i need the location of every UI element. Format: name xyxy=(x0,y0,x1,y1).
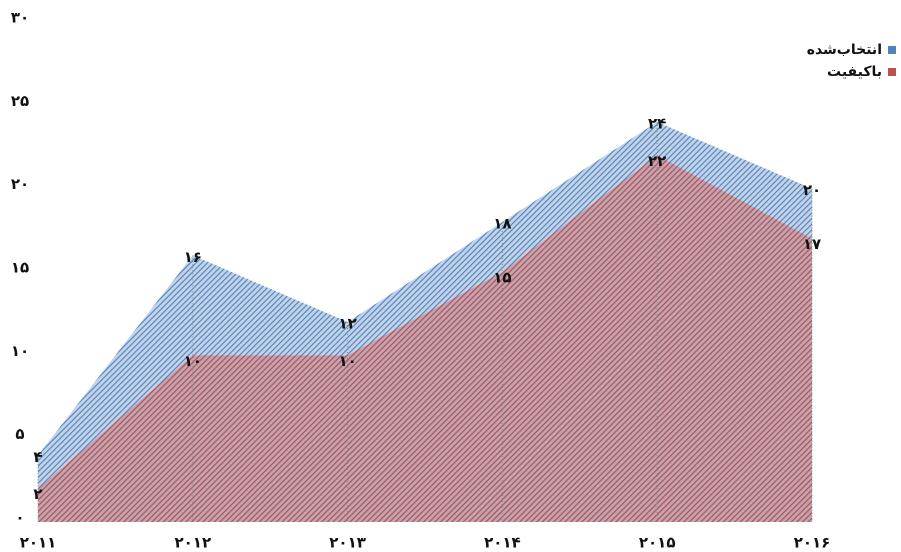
data-label: ۴ xyxy=(33,448,42,466)
x-tick-label: ۲۰۱۴ xyxy=(484,534,521,552)
y-tick-label: ۳۰ xyxy=(11,9,29,27)
data-label: ۲۰ xyxy=(803,181,821,199)
legend-label: انتخاب‌شده xyxy=(807,42,882,58)
data-label: ۲۴ xyxy=(648,115,666,133)
y-tick-label: ۵ xyxy=(15,425,24,443)
legend-swatch xyxy=(888,68,896,76)
y-tick-label: ۱۰ xyxy=(11,342,29,360)
x-tick-label: ۲۰۱۱ xyxy=(20,534,57,552)
data-label: ۲۲ xyxy=(648,152,666,170)
y-tick-label: ۲۵ xyxy=(11,92,29,110)
y-tick-label: ۱۵ xyxy=(11,259,29,277)
area xyxy=(38,155,812,523)
x-tick-label: ۲۰۱۳ xyxy=(329,534,366,552)
legend-label: باکیفیت xyxy=(827,64,882,80)
data-label: ۱۷ xyxy=(803,235,821,253)
data-label: ۱۸ xyxy=(493,215,511,233)
data-label: ۱۰ xyxy=(338,352,356,370)
data-label: ۱۶ xyxy=(184,248,202,266)
x-tick-label: ۲۰۱۵ xyxy=(639,534,676,552)
y-tick-label: ۲۰ xyxy=(11,175,29,193)
data-label: ۱۲ xyxy=(338,315,356,333)
x-tick-label: ۲۰۱۲ xyxy=(174,534,211,552)
x-tick-label: ۲۰۱۶ xyxy=(794,534,831,552)
data-label: ۱۰ xyxy=(184,352,202,370)
legend-swatch xyxy=(888,46,896,54)
data-label: ۲ xyxy=(33,485,42,503)
y-tick-label: ۰ xyxy=(15,509,24,527)
data-label: ۱۵ xyxy=(493,269,511,287)
